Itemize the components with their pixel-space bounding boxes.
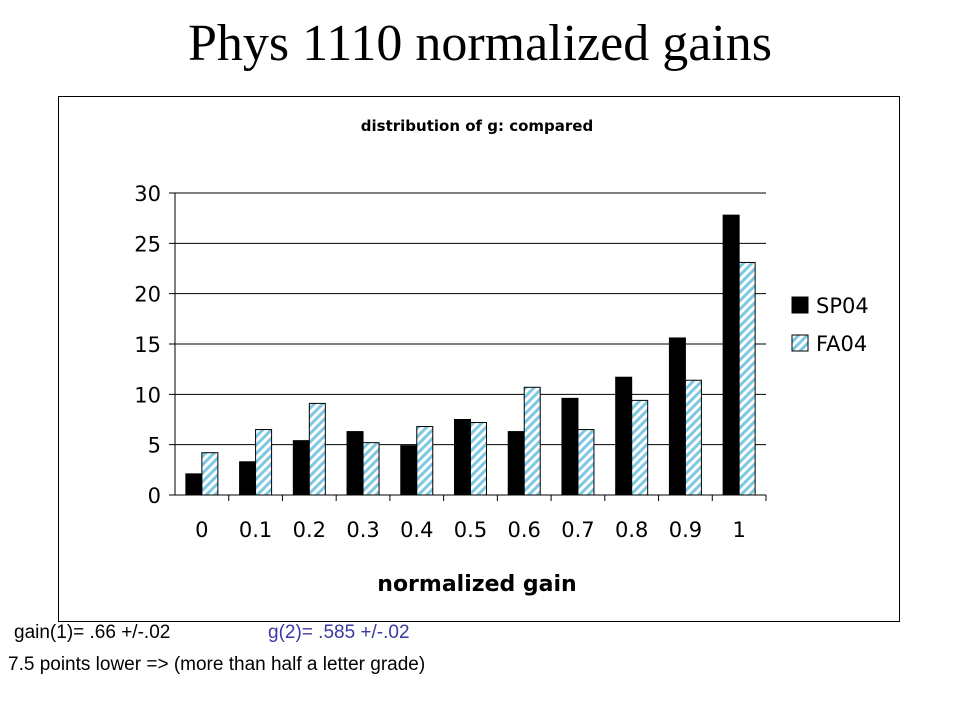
chart-frame: distribution of g: compared 0 5 10 15 20 25 30… [58, 96, 900, 622]
y-tick-label: 25 [134, 232, 161, 256]
bar-fa04-1 [738, 261, 756, 496]
bar-fa04-0.4 [416, 426, 434, 496]
y-tick-label: 5 [148, 434, 161, 458]
y-tick-label: 0 [148, 484, 161, 508]
bar-fa04-0.2 [308, 402, 326, 496]
x-tick-label: 0.1 [239, 518, 272, 542]
x-tick-label: 0.2 [293, 518, 326, 542]
y-tick-label: 20 [134, 283, 161, 307]
bar-sp04-1 [722, 214, 740, 496]
legend-swatch-sp04 [791, 296, 809, 314]
bar-chart: distribution of g: compared 051015202530… [134, 117, 869, 597]
chart-title: distribution of g: compared [361, 117, 593, 135]
x-tick-label: 0.3 [346, 518, 379, 542]
x-axis-label: normalized gain [377, 572, 576, 597]
bar-sp04-0.7 [561, 397, 579, 496]
x-tick-label: 0.9 [669, 518, 702, 542]
bar-fa04-0.9 [684, 379, 702, 496]
legend-swatch-fa04 [791, 334, 809, 352]
x-tick-label: 0.4 [400, 518, 433, 542]
bar-sp04-0 [185, 473, 203, 496]
bar-fa04-0 [201, 452, 219, 496]
bar-fa04-0.1 [255, 429, 273, 496]
axes [174, 193, 767, 501]
bar-sp04-0.3 [346, 431, 364, 496]
bar-fa04-0.3 [362, 442, 380, 496]
x-tick-label: 0.6 [508, 518, 541, 542]
bar-sp04-0.6 [507, 431, 525, 496]
slide-title: Phys 1110 normalized gains [188, 15, 772, 72]
y-tick-label: 10 [134, 383, 161, 407]
bar-fa04-0.5 [470, 422, 487, 496]
legend-label-fa04: FA04 [816, 332, 867, 356]
legend: SP04 FA04 [791, 294, 869, 356]
bar-sp04-0.2 [292, 440, 310, 496]
g2-note: g(2)= .585 +/-.02 [268, 622, 410, 643]
x-tick-label: 0.5 [454, 518, 487, 542]
bar-sp04-0.9 [668, 337, 686, 496]
x-tick-label: 0.8 [615, 518, 648, 542]
x-tick-label: 0.7 [561, 518, 594, 542]
bar-sp04-0.1 [239, 461, 257, 496]
gain1-note: gain(1)= .66 +/-.02 [14, 622, 171, 643]
y-tick-label: 30 [134, 182, 161, 206]
points-lower-note: 7.5 points lower => (more than half a le… [8, 654, 426, 675]
x-tick-label: 1 [732, 518, 745, 542]
bar-fa04-0.7 [577, 429, 595, 496]
bar-fa04-0.6 [523, 386, 541, 496]
bar-sp04-0.8 [615, 376, 633, 496]
bar-sp04-0.4 [400, 445, 418, 496]
bar-fa04-0.8 [631, 399, 649, 496]
tick-labels: 0 5 10 15 20 25 30 0 0.1 0.2 0.3 0.4 0.5 0.6 0.7 0.8 0.9… [134, 182, 746, 542]
bar-sp04-0.5 [454, 419, 471, 496]
x-tick-label: 0 [195, 518, 208, 542]
bars [185, 214, 756, 496]
legend-label-sp04: SP04 [816, 294, 869, 318]
y-tick-label: 15 [134, 333, 161, 357]
